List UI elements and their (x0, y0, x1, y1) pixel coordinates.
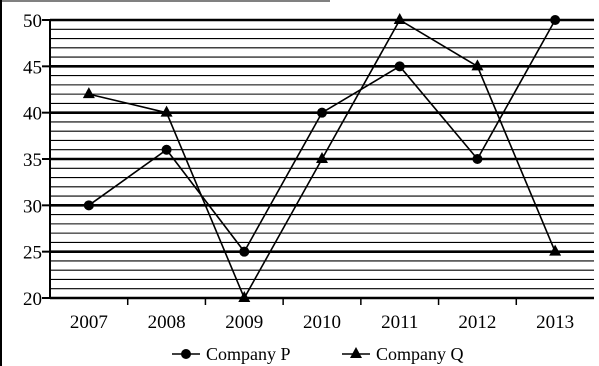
data-point-company-q (238, 291, 251, 302)
x-tick-label: 2008 (148, 312, 186, 333)
x-axis-ticks: 2007 2008 2009 2010 2011 2012 2013 (70, 298, 574, 333)
y-axis-tick-labels: 20 25 30 35 40 45 50 (23, 11, 50, 310)
data-point-company-q (471, 59, 484, 71)
data-point-company-q (82, 87, 95, 99)
x-tick-label: 2007 (70, 312, 108, 333)
legend-label-company-q: Company Q (376, 344, 464, 364)
y-tick-label: 50 (23, 11, 42, 32)
y-tick-label: 45 (23, 57, 42, 78)
y-tick-label: 40 (23, 104, 42, 125)
legend-label-company-p: Company P (206, 344, 291, 364)
x-tick-label: 2011 (381, 312, 418, 333)
data-point-company-p (472, 154, 483, 164)
x-tick-label: 2013 (536, 312, 574, 333)
data-point-company-p (317, 107, 327, 118)
data-point-company-p (550, 15, 561, 25)
y-tick-label: 25 (23, 243, 42, 264)
data-point-company-q (316, 152, 328, 163)
data-point-company-p (161, 144, 172, 155)
legend-marker-company-q (350, 347, 362, 358)
data-point-company-q (549, 244, 562, 256)
data-point-company-q (393, 13, 406, 24)
x-tick-label: 2012 (458, 312, 496, 333)
series-line-company-p (88, 19, 556, 254)
data-point-company-p (83, 200, 94, 211)
legend-marker-company-p (181, 349, 191, 359)
data-point-company-p (394, 61, 405, 72)
data-point-company-p (239, 246, 250, 257)
data-point-company-q (160, 105, 173, 117)
x-tick-label: 2009 (225, 312, 263, 333)
y-tick-label: 30 (23, 196, 42, 217)
x-tick-label: 2010 (303, 312, 341, 333)
series-layer (82, 13, 562, 302)
y-tick-label: 20 (23, 289, 42, 310)
y-tick-label: 35 (23, 150, 42, 171)
legend: Company P Company Q (172, 344, 464, 364)
